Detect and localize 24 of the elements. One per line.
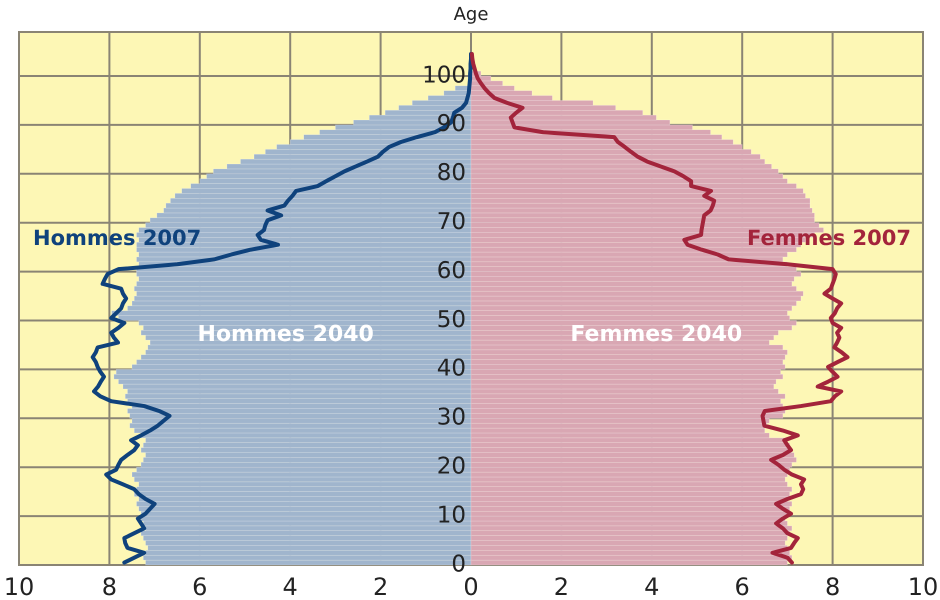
- y-tick-label: 20: [436, 453, 466, 480]
- x-tick-label: 8: [102, 573, 118, 600]
- x-tick-label: 10: [4, 573, 34, 600]
- series-label: Hommes 2040: [198, 322, 374, 348]
- y-axis-title: Age: [454, 4, 488, 25]
- y-tick-label: 40: [436, 356, 466, 382]
- x-tick-label: 2: [372, 573, 388, 600]
- series-label: Hommes 2007: [33, 226, 202, 250]
- y-tick-label: 70: [436, 208, 466, 235]
- y-tick-label: 80: [436, 160, 466, 186]
- y-tick-label: 10: [436, 502, 466, 528]
- x-tick-label: 4: [282, 573, 298, 600]
- x-tick-label: 2: [554, 573, 570, 600]
- y-tick-label: 0: [451, 551, 466, 578]
- x-tick-label: 8: [824, 573, 840, 600]
- x-tick-label: 6: [192, 573, 208, 600]
- x-tick-label: 10: [908, 573, 938, 600]
- y-tick-label: 100: [422, 62, 466, 88]
- x-tick-label: 4: [644, 573, 660, 600]
- y-tick-label: 30: [436, 404, 466, 431]
- x-tick-label: 6: [734, 573, 750, 600]
- y-tick-label: 50: [436, 306, 466, 333]
- y-tick-label: 60: [436, 258, 466, 284]
- series-label: Femmes 2040: [570, 322, 742, 348]
